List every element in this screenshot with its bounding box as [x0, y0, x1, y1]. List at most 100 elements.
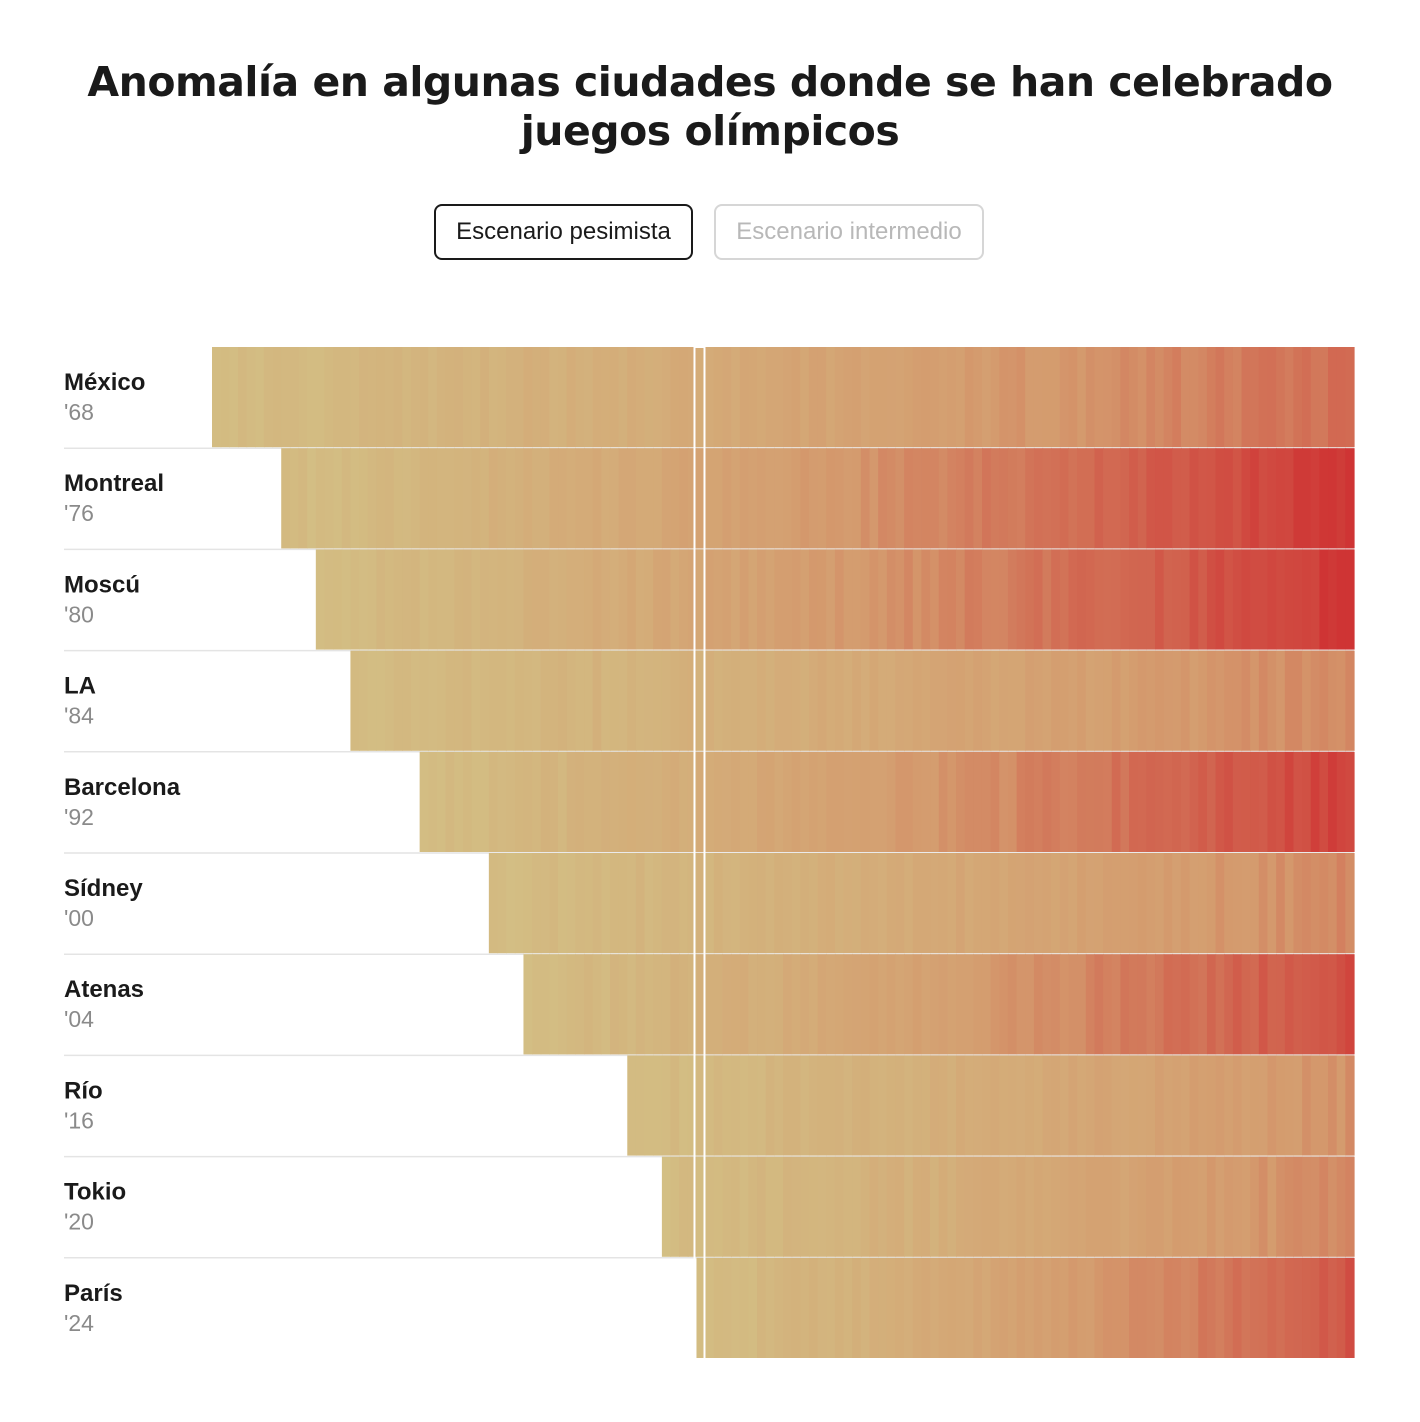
heatmap-cell: [739, 650, 749, 751]
heatmap-cell: [1215, 347, 1225, 448]
heatmap-cell: [981, 954, 992, 1055]
heatmap-cell: [1163, 751, 1173, 852]
heatmap-cell: [869, 1156, 879, 1257]
heatmap-cell: [1033, 1055, 1044, 1156]
heatmap-cell: [1310, 1055, 1320, 1156]
heatmap-cell: [1345, 853, 1355, 954]
heatmap-cell: [523, 549, 533, 650]
heatmap-cell: [800, 448, 810, 549]
heatmap-cell: [783, 1156, 793, 1257]
heatmap-cell: [1276, 650, 1286, 751]
heatmap-cell: [1319, 954, 1329, 1055]
heatmap-cell: [1336, 1156, 1346, 1257]
heatmap-cell: [635, 853, 646, 954]
heatmap-cell: [739, 347, 749, 448]
heatmap-cell: [1206, 1257, 1217, 1358]
heatmap-cell: [1189, 853, 1199, 954]
heatmap-cell: [653, 1055, 663, 1156]
heatmap-cell: [1163, 448, 1173, 549]
heatmap-cell: [999, 1156, 1009, 1257]
heatmap-cell: [956, 1156, 966, 1257]
heatmap-cell: [324, 347, 334, 448]
heatmap-cell: [1068, 549, 1078, 650]
heatmap-cell: [1345, 448, 1355, 549]
heatmap-cell: [705, 549, 715, 650]
heatmap-cell: [644, 549, 654, 650]
heatmap-cell: [1111, 1257, 1122, 1358]
heatmap-cell: [1189, 448, 1199, 549]
heatmap-row: LA '84: [64, 649, 1355, 751]
heatmap-cell: [1310, 650, 1320, 751]
heatmap-cell: [1120, 751, 1130, 852]
heatmap-cell: [1189, 347, 1199, 448]
heatmap-cell: [1284, 347, 1295, 448]
heatmap-cell: [912, 751, 923, 852]
heatmap-cell: [964, 448, 974, 549]
heatmap-cell: [886, 347, 897, 448]
heatmap-cell: [964, 853, 974, 954]
heatmap-cell: [618, 853, 628, 954]
heatmap-cell: [1319, 1055, 1329, 1156]
heatmap-cell: [1345, 1055, 1355, 1156]
heatmap-cell: [774, 954, 784, 1055]
heatmap-cell: [635, 1055, 646, 1156]
heatmap-cell: [1224, 751, 1234, 852]
heatmap-cell: [912, 1055, 923, 1156]
heatmap-cell: [878, 1055, 888, 1156]
heatmap-cell: [722, 347, 732, 448]
heatmap-cell: [488, 448, 499, 549]
heatmap-cell: [601, 347, 611, 448]
scenario-pesimista-button[interactable]: Escenario pesimista: [434, 204, 693, 260]
heatmap-cell: [1336, 650, 1346, 751]
heatmap-cell: [627, 954, 637, 1055]
heatmap-cell: [1025, 650, 1035, 751]
heatmap-cell: [584, 853, 594, 954]
heatmap-cell: [1016, 853, 1026, 954]
heatmap-cell: [800, 347, 810, 448]
heatmap-cell: [783, 954, 793, 1055]
heatmap-cell: [1051, 347, 1061, 448]
scenario-intermedio-button[interactable]: Escenario intermedio: [714, 204, 984, 260]
heatmap-cell: [1016, 1257, 1026, 1358]
heatmap-cell: [731, 1055, 741, 1156]
heatmap-cell: [705, 751, 715, 852]
heatmap-cell: [791, 853, 801, 954]
heatmap-cell: [1224, 1055, 1234, 1156]
heatmap-cell: [748, 1156, 758, 1257]
heatmap-cell: [1103, 650, 1113, 751]
heatmap-cell: [549, 347, 559, 448]
heatmap-cell: [757, 1055, 767, 1156]
heatmap-cell: [765, 1257, 775, 1358]
city-name-label: Tokio: [64, 1179, 126, 1206]
heatmap-cell: [1111, 549, 1122, 650]
heatmap-cell: [1250, 448, 1260, 549]
heatmap-cell: [921, 954, 931, 1055]
heatmap-cell: [1059, 448, 1070, 549]
heatmap-cell: [800, 1257, 810, 1358]
heatmap-cell: [1103, 954, 1113, 1055]
heatmap-cell: [687, 853, 698, 954]
heatmap-cell: [791, 1156, 801, 1257]
heatmap-cell: [1146, 1257, 1156, 1358]
heatmap-cell: [523, 954, 533, 1055]
heatmap-cell: [938, 1055, 948, 1156]
heatmap-cell: [679, 549, 689, 650]
heatmap-cell: [956, 954, 966, 1055]
heatmap-cell: [1007, 954, 1018, 1055]
heatmap-cell: [506, 347, 516, 448]
heatmap-cell: [1042, 347, 1052, 448]
heatmap-cell: [800, 853, 810, 954]
heatmap-cell: [1042, 650, 1052, 751]
heatmap-cell: [1293, 347, 1303, 448]
heatmap-cell: [1111, 448, 1122, 549]
heatmap-cell: [886, 650, 897, 751]
heatmap-cell: [783, 347, 793, 448]
heatmap-cell: [644, 448, 654, 549]
heatmap-cell: [696, 347, 706, 448]
heatmap-cell: [1051, 549, 1061, 650]
heatmap-cell: [765, 853, 775, 954]
heatmap-cell: [834, 549, 845, 650]
heatmap-cell: [1094, 650, 1104, 751]
heatmap-row: Montreal '76: [64, 447, 1355, 549]
heatmap-cell: [904, 954, 914, 1055]
